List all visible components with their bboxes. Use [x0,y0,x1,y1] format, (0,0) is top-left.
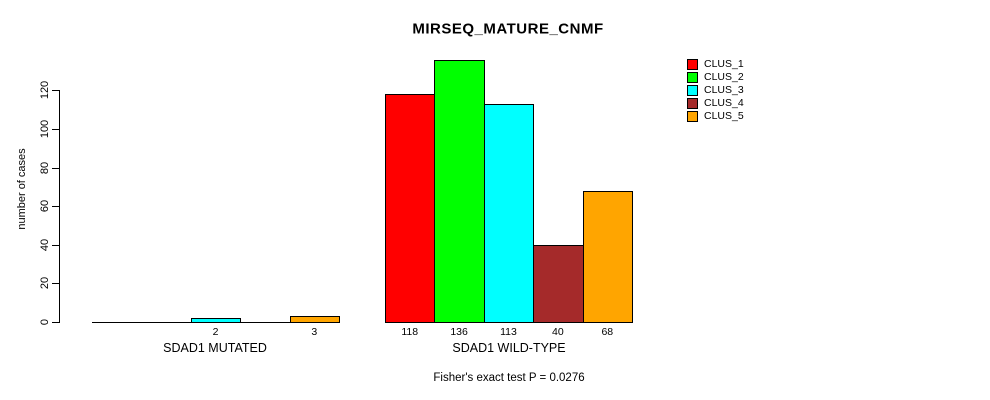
y-tick-label: 20 [39,277,51,290]
y-tick [52,206,59,208]
legend-item: CLUS_3 [687,85,744,96]
bar-value-label: 118 [401,326,419,338]
bar-value-label: 3 [311,326,318,338]
legend-swatch-icon [687,72,698,83]
bar-clus_3 [483,104,535,323]
y-tick-label: 80 [39,161,51,174]
bar-clus_2 [434,60,485,323]
legend-label: CLUS_5 [704,110,744,122]
legend-swatch-icon [687,85,698,96]
x-group-label-mutated: SDAD1 MUTATED [163,341,267,355]
bar-value-label: 68 [601,326,614,338]
y-axis-title: number of cases [16,148,28,230]
y-tick [52,244,59,246]
y-tick [52,129,59,130]
bar-value-label: 113 [500,326,517,338]
y-tick-label: 60 [39,200,51,213]
legend: CLUS_1 CLUS_2 CLUS_3 CLUS_4 CLUS_5 [687,59,744,122]
legend-item: CLUS_1 [687,59,744,70]
y-tick [52,167,59,169]
legend-item: CLUS_4 [687,98,744,109]
bar-clus_5 [582,191,633,323]
legend-swatch-icon [687,98,698,109]
y-tick-label: 120 [39,81,51,100]
legend-item: CLUS_5 [687,111,744,122]
footer-annotation: Fisher's exact test P = 0.0276 [433,372,585,384]
y-tick [52,90,59,92]
x-group-label-wild-type: SDAD1 WILD-TYPE [452,341,566,355]
legend-label: CLUS_4 [704,97,744,109]
legend-item: CLUS_2 [687,72,744,83]
bar-value-label: 2 [212,326,219,338]
y-tick-label: 0 [39,318,51,326]
chart-title: MIRSEQ_MATURE_CNMF [412,20,604,38]
legend-swatch-icon [687,59,698,70]
y-axis-line [59,90,60,323]
legend-label: CLUS_2 [704,71,744,83]
bar-value-label: 136 [450,326,468,338]
y-tick [52,283,59,285]
y-tick-label: 40 [39,238,51,251]
legend-swatch-icon [687,111,698,122]
bar-clus_3 [190,318,242,323]
bar-clus_5 [289,316,340,323]
bar-clus_1 [385,94,436,323]
legend-label: CLUS_3 [704,84,744,96]
legend-label: CLUS_1 [704,58,744,70]
bar-clus_4 [533,245,584,323]
y-tick-label: 100 [39,119,51,139]
bar-value-label: 40 [552,326,564,338]
y-tick [52,322,59,323]
